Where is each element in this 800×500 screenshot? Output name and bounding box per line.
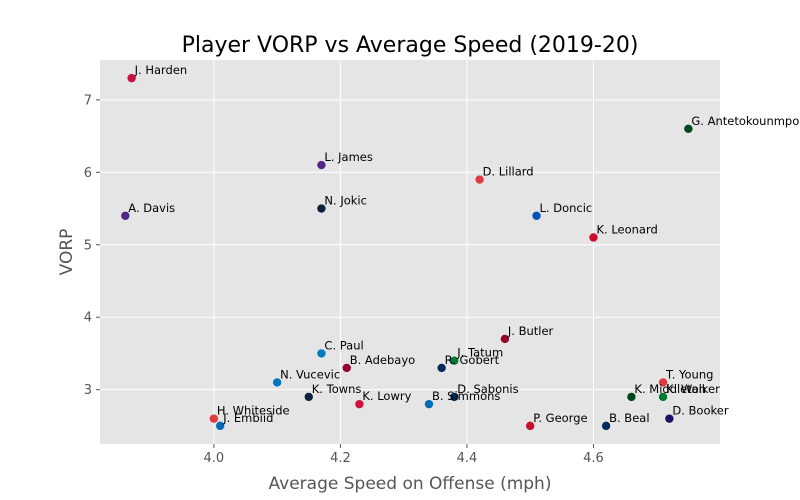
data-point-label: K. Towns xyxy=(312,382,362,396)
data-point-label: B. Beal xyxy=(609,411,649,425)
data-point xyxy=(589,233,598,242)
data-point xyxy=(532,211,541,220)
data-point xyxy=(627,392,636,402)
data-point-label: H. Whiteside xyxy=(217,404,290,418)
x-tick-label: 4.2 xyxy=(330,451,351,466)
y-axis-label: VORP xyxy=(57,229,77,276)
data-point xyxy=(317,349,326,358)
data-point xyxy=(658,378,668,387)
grid xyxy=(100,60,720,444)
data-point xyxy=(272,378,282,387)
data-point-label: J. Harden xyxy=(134,63,188,77)
data-point-label: L. Doncic xyxy=(540,201,593,215)
data-point xyxy=(450,356,459,365)
data-point-label: K. Leonard xyxy=(596,223,657,237)
x-tick-label: 4.0 xyxy=(204,451,225,466)
data-point-label: J. Tatum xyxy=(456,346,503,360)
y-tick-label: 4 xyxy=(84,311,92,326)
data-point-label: R. Gobert xyxy=(445,353,500,367)
data-point-label: K. Middleton xyxy=(634,382,706,396)
data-labels: J. Harden G. Antetokounmpo L. James D. Lill… xyxy=(128,63,799,425)
y-tick-label: 5 xyxy=(84,238,92,253)
data-point xyxy=(658,392,668,402)
data-point-label: J. Embiid xyxy=(222,411,273,425)
data-point-label: N. Vucevic xyxy=(280,367,340,381)
data-point xyxy=(424,399,434,409)
data-point-label: K. Lowry xyxy=(362,389,411,403)
data-point xyxy=(317,204,326,213)
x-axis-ticks: 4.0 4.2 4.4 4.6 xyxy=(204,444,604,466)
data-point xyxy=(304,392,313,402)
data-point-label: A. Davis xyxy=(128,201,175,215)
data-point xyxy=(684,124,693,134)
data-point xyxy=(209,414,219,423)
y-axis-ticks: 3 4 5 6 7 xyxy=(84,93,100,398)
data-point xyxy=(342,363,351,373)
data-point-label: N. Jokic xyxy=(324,194,367,208)
data-point-label: G. Antetokounmpo xyxy=(691,114,799,128)
data-point-label: J. Butler xyxy=(507,324,554,338)
data-point-label: T. Young xyxy=(665,367,713,381)
data-point xyxy=(500,334,510,344)
y-tick-label: 6 xyxy=(84,166,92,181)
data-point-label: D. Booker xyxy=(672,404,728,418)
plot-area xyxy=(100,60,720,444)
data-point xyxy=(665,414,674,423)
data-point-label: D. Lillard xyxy=(483,165,534,179)
data-point xyxy=(355,399,364,409)
data-point-label: P. George xyxy=(533,411,587,425)
data-point-label: B. Simmons xyxy=(432,389,500,403)
data-point-label: B. Adebayo xyxy=(350,353,415,367)
data-point xyxy=(317,160,326,170)
chart-title: Player VORP vs Average Speed (2019-20) xyxy=(182,33,639,58)
data-point xyxy=(526,421,535,431)
x-tick-label: 4.6 xyxy=(583,451,604,466)
data-point xyxy=(601,421,611,431)
y-tick-label: 7 xyxy=(84,93,92,108)
data-point xyxy=(216,421,225,431)
x-axis-label: Average Speed on Offense (mph) xyxy=(269,474,552,494)
x-tick-label: 4.4 xyxy=(457,451,478,466)
data-point-label: C. Paul xyxy=(324,338,363,352)
data-points xyxy=(121,73,693,431)
data-point-label: L. James xyxy=(324,150,372,164)
data-point-label: K. Walker xyxy=(666,382,720,396)
data-point xyxy=(127,73,136,83)
data-point-label: D. Sabonis xyxy=(457,382,518,396)
data-point xyxy=(450,392,459,402)
y-tick-label: 3 xyxy=(84,383,92,398)
data-point xyxy=(121,211,130,220)
data-point xyxy=(437,363,446,373)
data-point xyxy=(475,175,484,184)
